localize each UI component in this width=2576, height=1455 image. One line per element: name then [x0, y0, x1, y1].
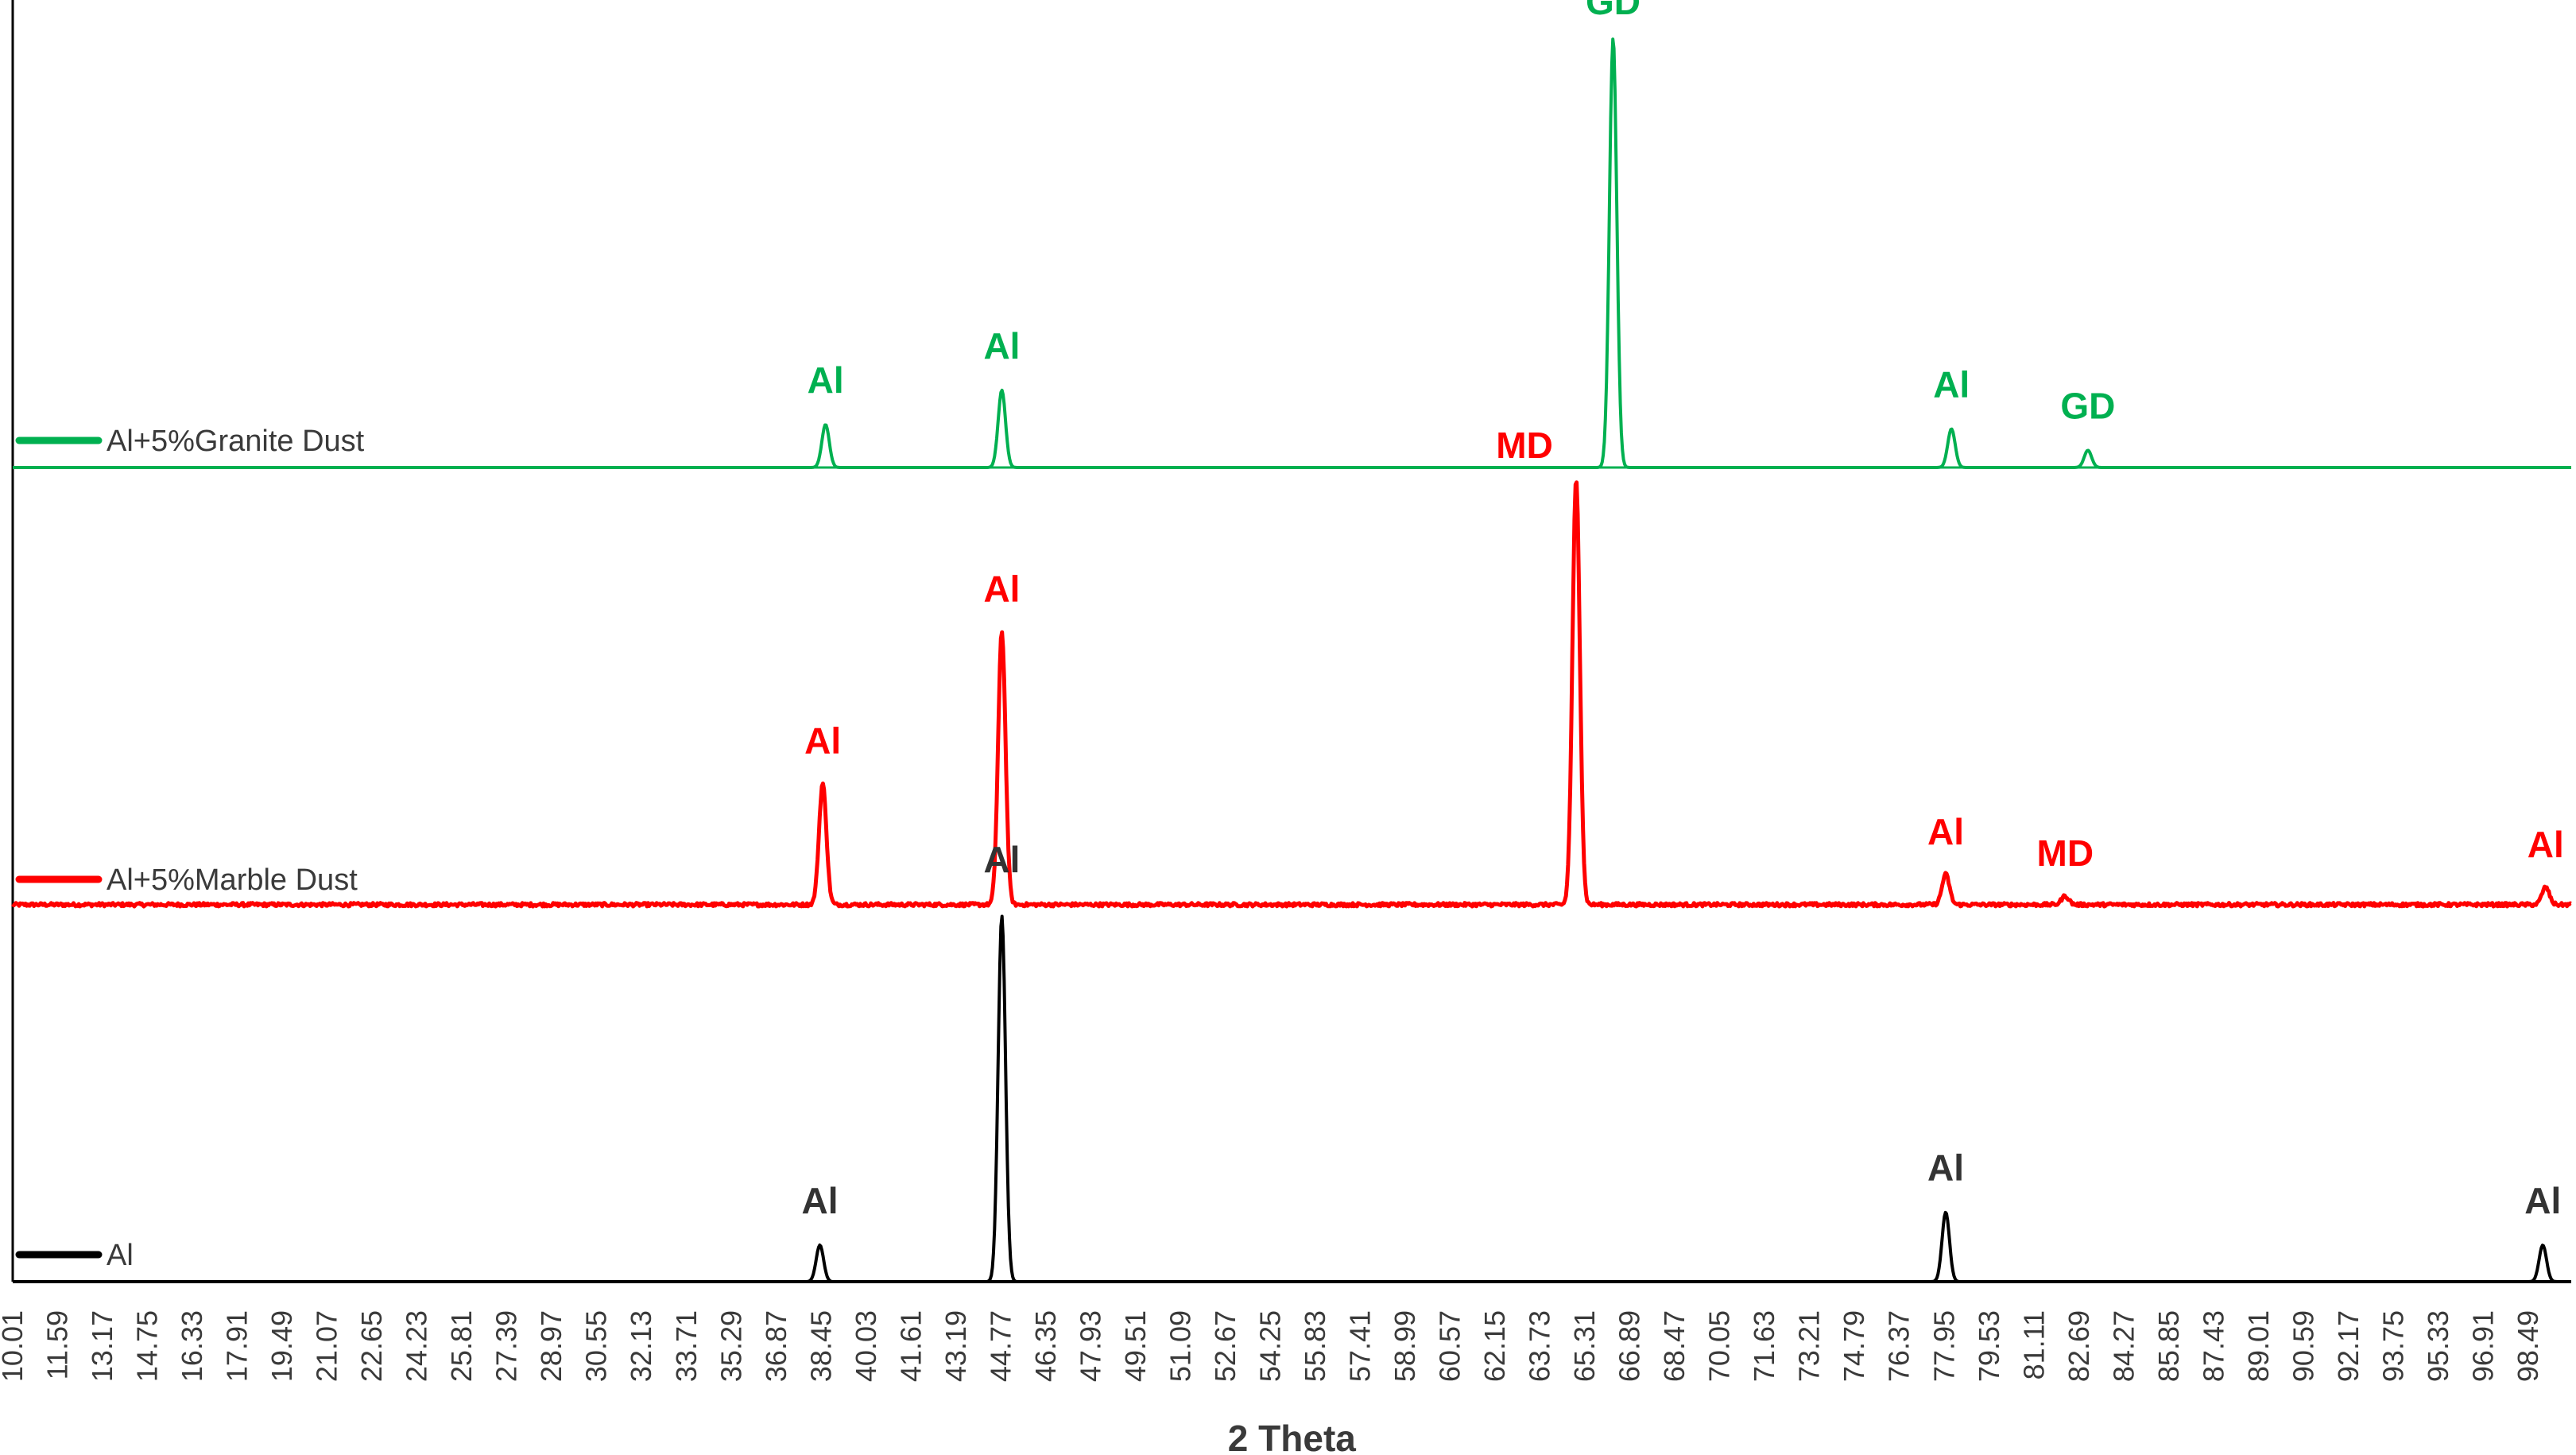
x-tick-label: 17.91: [221, 1310, 254, 1382]
peak-label: Al: [2528, 824, 2564, 865]
x-tick-label: 19.49: [265, 1310, 298, 1382]
x-tick-label: 93.75: [2377, 1310, 2409, 1382]
x-tick-label: 89.01: [2242, 1310, 2275, 1382]
x-tick-label: 92.17: [2332, 1310, 2365, 1382]
x-tick-label: 76.37: [1883, 1310, 1916, 1382]
x-tick-label: 24.23: [401, 1310, 433, 1382]
x-tick-label: 25.81: [445, 1310, 478, 1382]
peak-label: Al: [808, 359, 844, 401]
x-tick-label: 51.09: [1164, 1310, 1197, 1382]
x-tick-label: 82.69: [2063, 1310, 2095, 1382]
x-tick-label: 11.59: [41, 1310, 74, 1379]
x-tick-label: 21.07: [311, 1310, 343, 1382]
peak-label: Al: [2524, 1180, 2561, 1221]
x-tick-label: 90.59: [2287, 1310, 2319, 1382]
x-tick-label: 14.75: [131, 1310, 164, 1382]
x-tick-label: 98.49: [2512, 1310, 2544, 1382]
x-tick-label: 68.47: [1658, 1310, 1691, 1382]
peak-label: Al: [1927, 1147, 1964, 1189]
series-line-3: [12, 914, 2572, 1283]
x-tick-label: 84.27: [2107, 1310, 2140, 1382]
x-tick-label: 40.03: [850, 1310, 882, 1382]
x-tick-label: 35.29: [715, 1310, 747, 1382]
x-tick-label: 54.25: [1254, 1310, 1287, 1382]
x-tick-label: 62.15: [1478, 1310, 1511, 1382]
x-tick-label: 52.67: [1209, 1310, 1242, 1382]
x-tick-label: 44.77: [984, 1310, 1017, 1382]
peak-label: Al: [983, 839, 1020, 880]
x-tick-label: 79.53: [1973, 1310, 2005, 1382]
traces-layer: [11, 37, 2573, 1283]
x-tick-label: 60.57: [1434, 1310, 1466, 1382]
peak-label: MD: [1496, 425, 1553, 466]
x-tick-label: 38.45: [804, 1310, 837, 1382]
legend-label: Al+5%Marble Dust: [107, 863, 358, 897]
x-tick-label: 16.33: [176, 1310, 208, 1382]
x-tick-label: 63.73: [1524, 1310, 1556, 1382]
x-tick-label: 43.19: [939, 1310, 972, 1382]
x-tick-label: 65.31: [1568, 1310, 1601, 1382]
x-tick-label: 10.01: [0, 1310, 29, 1382]
x-tick-label: 33.71: [670, 1310, 703, 1382]
peak-label: Al: [1933, 363, 1970, 405]
x-tick-label: 70.05: [1703, 1310, 1736, 1382]
x-tick-label: 27.39: [490, 1310, 523, 1382]
legend-layer: Al+5%Granite Dust Al+5%Marble Dust Al: [15, 425, 365, 1272]
x-tick-label: 49.51: [1119, 1310, 1152, 1382]
peak-label: GD: [2060, 385, 2115, 426]
x-tick-label: 73.21: [1793, 1310, 1826, 1382]
x-tick-label: 47.93: [1074, 1310, 1106, 1382]
x-tick-label: 13.17: [86, 1310, 118, 1382]
x-tick-label: 74.79: [1838, 1310, 1870, 1382]
series-line-1: [12, 37, 2572, 469]
x-tick-label: 85.85: [2152, 1310, 2185, 1382]
x-tick-label: 55.83: [1299, 1310, 1331, 1382]
x-tick-label: 46.35: [1029, 1310, 1062, 1382]
x-tick-label: 57.41: [1344, 1310, 1377, 1382]
peak-label: Al: [1927, 811, 1964, 852]
x-tick-label: 87.43: [2197, 1310, 2229, 1382]
peak-label: MD: [2037, 832, 2094, 874]
x-tick-label: 66.89: [1613, 1310, 1646, 1382]
x-tick-label: 30.55: [580, 1310, 613, 1382]
series-line-2: [11, 480, 2573, 909]
legend-label: Al+5%Granite Dust: [107, 425, 365, 458]
x-tick-label: 96.91: [2467, 1310, 2500, 1382]
x-tick-label: 36.87: [760, 1310, 792, 1382]
x-tick-label: 58.99: [1389, 1310, 1421, 1382]
x-tick-label: 71.63: [1748, 1310, 1780, 1382]
axes-layer: [11, 0, 2571, 1283]
x-ticks-layer: 10.01 11.59 13.17 14.75 16.33 17.91 19.49 21.07…: [0, 1310, 2544, 1382]
x-tick-label: 22.65: [355, 1310, 388, 1382]
x-tick-label: 81.11: [2017, 1310, 2050, 1379]
peak-label: GD: [1586, 0, 1641, 22]
x-tick-label: 95.33: [2422, 1310, 2454, 1382]
x-tick-label: 41.61: [894, 1310, 927, 1382]
legend-label: Al: [107, 1239, 134, 1272]
peak-label: Al: [983, 568, 1020, 610]
x-tick-label: 77.95: [1927, 1310, 1960, 1382]
peak-labels-layer: Al Al GD Al GD Al Al MD Al MD Al Al Al Al Al: [802, 0, 2564, 1221]
x-axis-title: 2 Theta: [1228, 1418, 1356, 1455]
x-tick-label: 28.97: [535, 1310, 567, 1382]
x-tick-label: 32.13: [625, 1310, 657, 1382]
peak-label: Al: [804, 720, 841, 761]
peak-label: Al: [802, 1180, 839, 1221]
peak-label: Al: [983, 325, 1020, 367]
